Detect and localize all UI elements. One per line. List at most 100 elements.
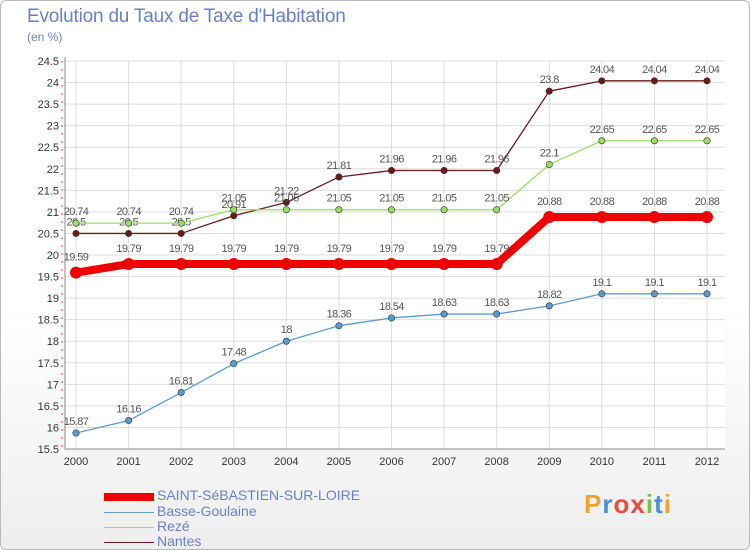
y-tick-label: 19	[47, 293, 59, 305]
data-point	[280, 258, 293, 271]
data-label: 18.36	[327, 309, 352, 321]
data-point	[332, 258, 345, 271]
logo-letter: t	[654, 489, 664, 519]
y-tick-label: 23.5	[38, 99, 59, 111]
data-label: 20.74	[64, 206, 89, 218]
data-label: 18.63	[432, 297, 457, 309]
data-label: 18	[281, 324, 293, 336]
data-point	[440, 310, 448, 318]
data-point	[440, 206, 448, 214]
data-label: 17.48	[221, 347, 246, 359]
data-label: 21.05	[432, 193, 457, 205]
data-point	[493, 206, 501, 214]
data-label: 19.79	[221, 243, 246, 255]
data-label: 22.65	[590, 124, 615, 136]
data-label: 21.96	[379, 154, 404, 166]
logo-letter: P	[584, 489, 603, 519]
logo-letter: i	[663, 489, 672, 519]
data-label: 16.16	[116, 404, 141, 416]
data-point	[230, 206, 238, 214]
y-tick-label: 19.5	[38, 272, 59, 284]
data-point	[177, 219, 185, 227]
data-point	[440, 167, 448, 175]
data-point	[70, 266, 82, 279]
data-label: 19.79	[327, 243, 352, 255]
data-point	[122, 258, 135, 271]
data-label: 21.81	[327, 160, 352, 172]
data-label: 21.96	[432, 154, 457, 166]
legend-label-reze: Rezé	[157, 518, 190, 534]
y-tick-label: 22.5	[38, 142, 59, 154]
x-tick-label: 2009	[537, 456, 561, 468]
data-point	[650, 290, 658, 298]
data-label: 21.05	[327, 193, 352, 205]
data-label: 19.59	[64, 252, 89, 264]
y-tick-label: 15.5	[38, 444, 59, 456]
x-tick-label: 2001	[116, 456, 140, 468]
data-point	[650, 77, 658, 85]
data-label: 21.05	[274, 193, 299, 205]
legend-label-saint-sebastien: SAINT-SéBASTIEN-SUR-LOIRE	[157, 487, 361, 503]
data-point	[648, 211, 661, 224]
data-label: 22.65	[695, 124, 720, 136]
data-label: 16.81	[169, 376, 194, 388]
data-label: 20.91	[221, 199, 246, 211]
x-tick-label: 2003	[222, 456, 246, 468]
x-tick-label: 2005	[327, 456, 351, 468]
y-tick-label: 23	[47, 121, 59, 133]
data-label: 20.88	[642, 196, 667, 208]
legend-item-reze: Rezé	[104, 518, 374, 534]
data-point	[177, 389, 185, 397]
data-label: 23.8	[540, 74, 559, 86]
logo-letter: o	[613, 489, 631, 519]
y-tick-label: 24	[47, 78, 59, 90]
data-point	[703, 137, 711, 145]
x-tick-label: 2011	[643, 456, 667, 468]
data-label: 19.79	[116, 243, 141, 255]
data-label: 19.1	[592, 277, 611, 289]
data-point	[545, 302, 553, 310]
data-label: 19.1	[697, 277, 716, 289]
data-label: 22.1	[540, 147, 559, 159]
data-point	[282, 206, 290, 214]
legend-item-basse-goulaine: Basse-Goulaine	[104, 503, 374, 519]
data-point	[335, 173, 343, 181]
data-point	[387, 314, 395, 322]
data-label: 24.04	[590, 64, 615, 76]
data-point	[703, 290, 711, 298]
x-tick-label: 2008	[484, 456, 508, 468]
legend-item-saint-sebastien: SAINT-SéBASTIEN-SUR-LOIRE	[104, 487, 374, 503]
data-point	[545, 87, 553, 95]
data-label: 19.79	[484, 243, 509, 255]
data-label: 20.74	[169, 206, 194, 218]
logo-letter: x	[630, 489, 646, 519]
chart-subtitle: (en %)	[27, 30, 63, 44]
data-point	[490, 258, 503, 271]
data-point	[125, 229, 133, 237]
data-label: 19.1	[645, 277, 664, 289]
data-label: 21.05	[221, 193, 246, 205]
legend-swatch-basse-goulaine	[104, 512, 154, 513]
data-point	[493, 167, 501, 175]
data-point	[125, 417, 133, 425]
x-tick-label: 2002	[169, 456, 193, 468]
data-point	[385, 258, 398, 271]
x-tick-label: 2012	[695, 456, 719, 468]
legend-swatch-saint-sebastien	[104, 493, 154, 501]
x-tick-label: 2007	[432, 456, 456, 468]
data-label: 19.79	[274, 243, 299, 255]
x-tick-label: 2004	[274, 456, 298, 468]
data-point	[650, 137, 658, 145]
legend-swatch-nantes	[104, 542, 154, 543]
data-point	[595, 211, 608, 224]
data-label: 18.63	[484, 297, 509, 309]
data-point	[545, 160, 553, 168]
data-label: 20.88	[537, 196, 562, 208]
y-tick-label: 22	[47, 164, 59, 176]
x-tick-label: 2006	[379, 456, 403, 468]
data-point	[598, 290, 606, 298]
data-label: 19.79	[432, 243, 457, 255]
data-point	[72, 229, 80, 237]
data-point	[387, 206, 395, 214]
